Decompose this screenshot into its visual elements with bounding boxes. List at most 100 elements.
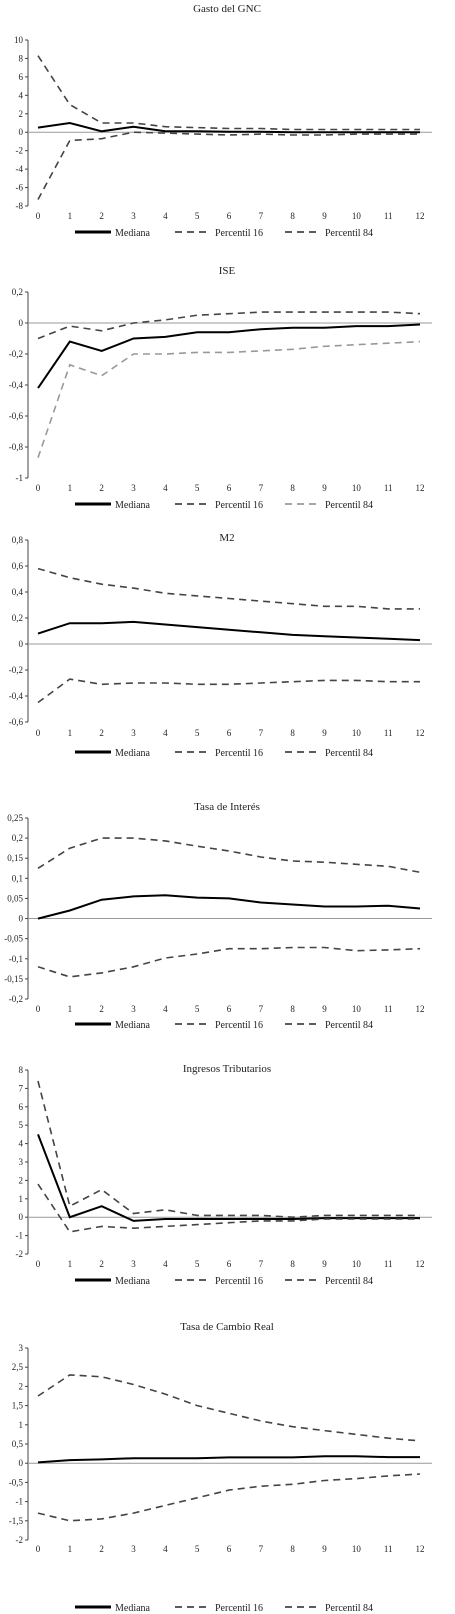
x-tick-label: 11 bbox=[384, 1004, 393, 1014]
x-tick-label: 1 bbox=[68, 483, 73, 493]
x-tick-label: 1 bbox=[68, 211, 73, 221]
series-line-mediana bbox=[37, 1134, 420, 1222]
x-tick-label: 7 bbox=[259, 728, 264, 738]
y-tick-label: 2 bbox=[19, 1175, 24, 1185]
y-tick-label: 6 bbox=[19, 1102, 24, 1112]
y-tick-label: 2 bbox=[19, 109, 24, 119]
y-tick-label: 0,2 bbox=[12, 833, 23, 843]
y-tick-label: -4 bbox=[16, 164, 24, 174]
x-tick-label: 3 bbox=[131, 728, 136, 738]
series-line-percentil-16 bbox=[37, 1374, 421, 1442]
y-tick-label: 7 bbox=[19, 1083, 24, 1093]
x-tick-label: 3 bbox=[131, 211, 136, 221]
y-tick-label: 0,4 bbox=[12, 587, 24, 597]
series-line-percentil-84 bbox=[37, 1183, 420, 1233]
x-tick-label: 1 bbox=[68, 1004, 73, 1014]
legend-label: Percentil 16 bbox=[215, 748, 263, 759]
x-tick-label: 11 bbox=[384, 483, 393, 493]
x-tick-label: 11 bbox=[384, 211, 393, 221]
y-tick-label: -1,5 bbox=[9, 1516, 24, 1526]
series-line-mediana bbox=[37, 894, 421, 920]
y-tick-label: 4 bbox=[19, 90, 24, 100]
y-tick-label: 0,15 bbox=[7, 853, 23, 863]
series-line-percentil-84 bbox=[37, 1473, 421, 1522]
y-tick-label: 0 bbox=[19, 639, 24, 649]
chart-title: ISE bbox=[219, 265, 236, 277]
x-tick-label: 0 bbox=[36, 1544, 41, 1554]
legend-label: Percentil 84 bbox=[325, 228, 373, 239]
x-tick-label: 6 bbox=[227, 1004, 232, 1014]
x-tick-label: 11 bbox=[384, 1544, 393, 1554]
y-tick-label: 5 bbox=[19, 1120, 24, 1130]
x-tick-label: 8 bbox=[290, 1004, 295, 1014]
x-tick-label: 6 bbox=[227, 483, 232, 493]
chart-6: Tasa de Cambio Real -2 -1,5 -1 -0,5 0 0,5 1 1,5 2… bbox=[9, 1321, 432, 1614]
x-tick-label: 1 bbox=[68, 1259, 73, 1269]
y-tick-label: 3 bbox=[19, 1157, 24, 1167]
y-tick-label: -0,4 bbox=[9, 380, 24, 390]
x-tick-label: 8 bbox=[290, 483, 295, 493]
y-tick-label: 1,5 bbox=[12, 1401, 24, 1411]
series-line-percentil-84 bbox=[37, 340, 421, 459]
x-tick-label: 10 bbox=[352, 211, 362, 221]
x-tick-label: 5 bbox=[195, 1004, 200, 1014]
x-tick-label: 2 bbox=[99, 1259, 104, 1269]
x-tick-label: 12 bbox=[416, 211, 425, 221]
y-tick-label: -0,1 bbox=[9, 954, 23, 964]
x-tick-label: 10 bbox=[352, 728, 362, 738]
chart-title: Tasa de Cambio Real bbox=[180, 1321, 274, 1333]
y-tick-label: 0,6 bbox=[12, 561, 24, 571]
x-tick-label: 5 bbox=[195, 1544, 200, 1554]
x-tick-label: 9 bbox=[322, 1259, 327, 1269]
x-tick-label: 10 bbox=[352, 483, 362, 493]
chart-4: Tasa de Interés -0,2 -0,15 -0,1 -0,05 0 0,05 0,… bbox=[4, 801, 432, 1031]
x-tick-label: 2 bbox=[99, 1544, 104, 1554]
x-tick-label: 6 bbox=[227, 728, 232, 738]
x-tick-label: 9 bbox=[322, 211, 327, 221]
x-tick-label: 6 bbox=[227, 1544, 232, 1554]
legend-label: Percentil 16 bbox=[215, 1020, 263, 1031]
x-tick-label: 12 bbox=[416, 728, 425, 738]
y-tick-label: 0,2 bbox=[12, 287, 23, 297]
x-tick-label: 12 bbox=[416, 1004, 425, 1014]
legend-label: Mediana bbox=[115, 1276, 151, 1287]
series-line-percentil-16 bbox=[37, 837, 421, 874]
y-tick-label: -0,4 bbox=[9, 691, 24, 701]
x-tick-label: 6 bbox=[227, 1259, 232, 1269]
y-tick-label: 1 bbox=[19, 1194, 24, 1204]
x-tick-label: 7 bbox=[259, 1259, 264, 1269]
series-line-percentil-16 bbox=[37, 311, 421, 340]
y-tick-label: 3 bbox=[19, 1343, 24, 1353]
series-line-percentil-84 bbox=[37, 678, 420, 704]
x-tick-label: 8 bbox=[290, 1259, 295, 1269]
y-tick-label: -6 bbox=[16, 183, 24, 193]
y-tick-label: 0 bbox=[19, 318, 24, 328]
x-tick-label: 4 bbox=[163, 1259, 168, 1269]
y-tick-label: -1 bbox=[16, 473, 24, 483]
y-tick-label: -2 bbox=[16, 146, 24, 156]
x-tick-label: 12 bbox=[416, 1544, 425, 1554]
x-tick-label: 3 bbox=[131, 1544, 136, 1554]
x-tick-label: 2 bbox=[99, 483, 104, 493]
y-tick-label: 1 bbox=[19, 1420, 24, 1430]
chart-3: M2-0,6-0,4-0,200,20,40,60,80 1 2 3 4 5 6 7 8 9 10 1… bbox=[9, 532, 432, 759]
series-line-percentil-84 bbox=[37, 946, 421, 978]
y-tick-label: -0,15 bbox=[4, 974, 23, 984]
x-tick-label: 9 bbox=[322, 1004, 327, 1014]
series-line-percentil-16 bbox=[37, 1080, 420, 1219]
x-tick-label: 9 bbox=[322, 483, 327, 493]
legend-label: Mediana bbox=[115, 500, 151, 511]
x-tick-label: 10 bbox=[352, 1259, 362, 1269]
y-tick-label: -2 bbox=[16, 1535, 24, 1545]
x-tick-label: 3 bbox=[131, 483, 136, 493]
legend-label: Percentil 16 bbox=[215, 1276, 263, 1287]
legend-label: Percentil 16 bbox=[215, 500, 263, 511]
y-tick-label: 0,25 bbox=[7, 813, 23, 823]
x-tick-label: 0 bbox=[36, 728, 41, 738]
y-tick-label: 8 bbox=[19, 53, 24, 63]
y-tick-label: -1 bbox=[16, 1231, 24, 1241]
y-tick-label: 0 bbox=[19, 1458, 24, 1468]
